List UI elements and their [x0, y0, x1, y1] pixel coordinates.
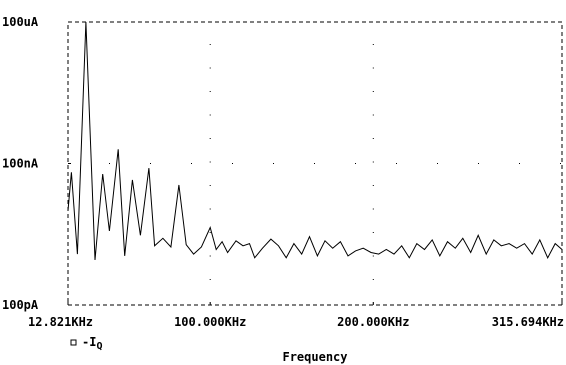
grid-dot: [372, 255, 374, 257]
x-tick-label: 100.000KHz: [174, 315, 246, 329]
grid-dot: [209, 138, 211, 139]
grid-dot: [209, 67, 211, 69]
grid-dot: [372, 67, 374, 69]
legend-marker: [70, 339, 77, 346]
grid-dot: [372, 44, 374, 45]
grid-dot: [560, 163, 561, 164]
grid-dot: [232, 163, 233, 164]
y-tick-label: 100pA: [2, 298, 39, 312]
grid-dot: [209, 91, 211, 92]
grid-dot: [372, 114, 374, 116]
grid-dot: [109, 163, 110, 164]
legend-label-subscript: Q: [96, 341, 102, 352]
grid-dot: [209, 185, 211, 186]
x-axis-title: Frequency: [282, 350, 347, 364]
grid-dot: [372, 208, 374, 210]
grid-dot: [372, 185, 374, 186]
y-tick-label: 100nA: [2, 157, 39, 171]
grid-dot: [372, 279, 374, 280]
series-line: [67, 21, 563, 261]
grid-dot: [273, 163, 274, 164]
grid-dot: [372, 91, 374, 92]
plot-frame: [67, 21, 563, 306]
x-tick-label: 315.694KHz: [492, 315, 564, 329]
grid-dot: [209, 279, 211, 280]
grid-dot: [191, 163, 192, 164]
grid-dot: [372, 232, 374, 233]
grid-layer: [109, 44, 561, 304]
grid-dot: [372, 138, 374, 139]
y-tick-label: 100uA: [2, 15, 39, 29]
legend-label: -IQ: [82, 335, 102, 352]
grid-dot: [150, 163, 151, 164]
grid-dot: [209, 44, 211, 45]
grid-dot: [437, 163, 438, 164]
grid-dot: [209, 232, 211, 233]
grid-dot: [209, 114, 211, 116]
grid-dot: [209, 161, 211, 163]
grid-dot: [209, 255, 211, 257]
x-tick-label: 12.821KHz: [28, 315, 93, 329]
grid-dot: [355, 163, 356, 164]
tick-layer: 100uA 100nA 100pA 12.821KHz 100.000KHz 200.00…: [2, 15, 564, 329]
x-tick-label: 200.000KHz: [337, 315, 409, 329]
grid-dot: [372, 161, 374, 163]
grid-dot: [209, 208, 211, 210]
grid-dot: [396, 163, 397, 164]
grid-dot: [478, 163, 479, 164]
grid-dot: [519, 163, 520, 164]
legend: -IQ: [70, 335, 102, 352]
series-layer: [67, 21, 563, 261]
grid-dot: [314, 163, 315, 164]
